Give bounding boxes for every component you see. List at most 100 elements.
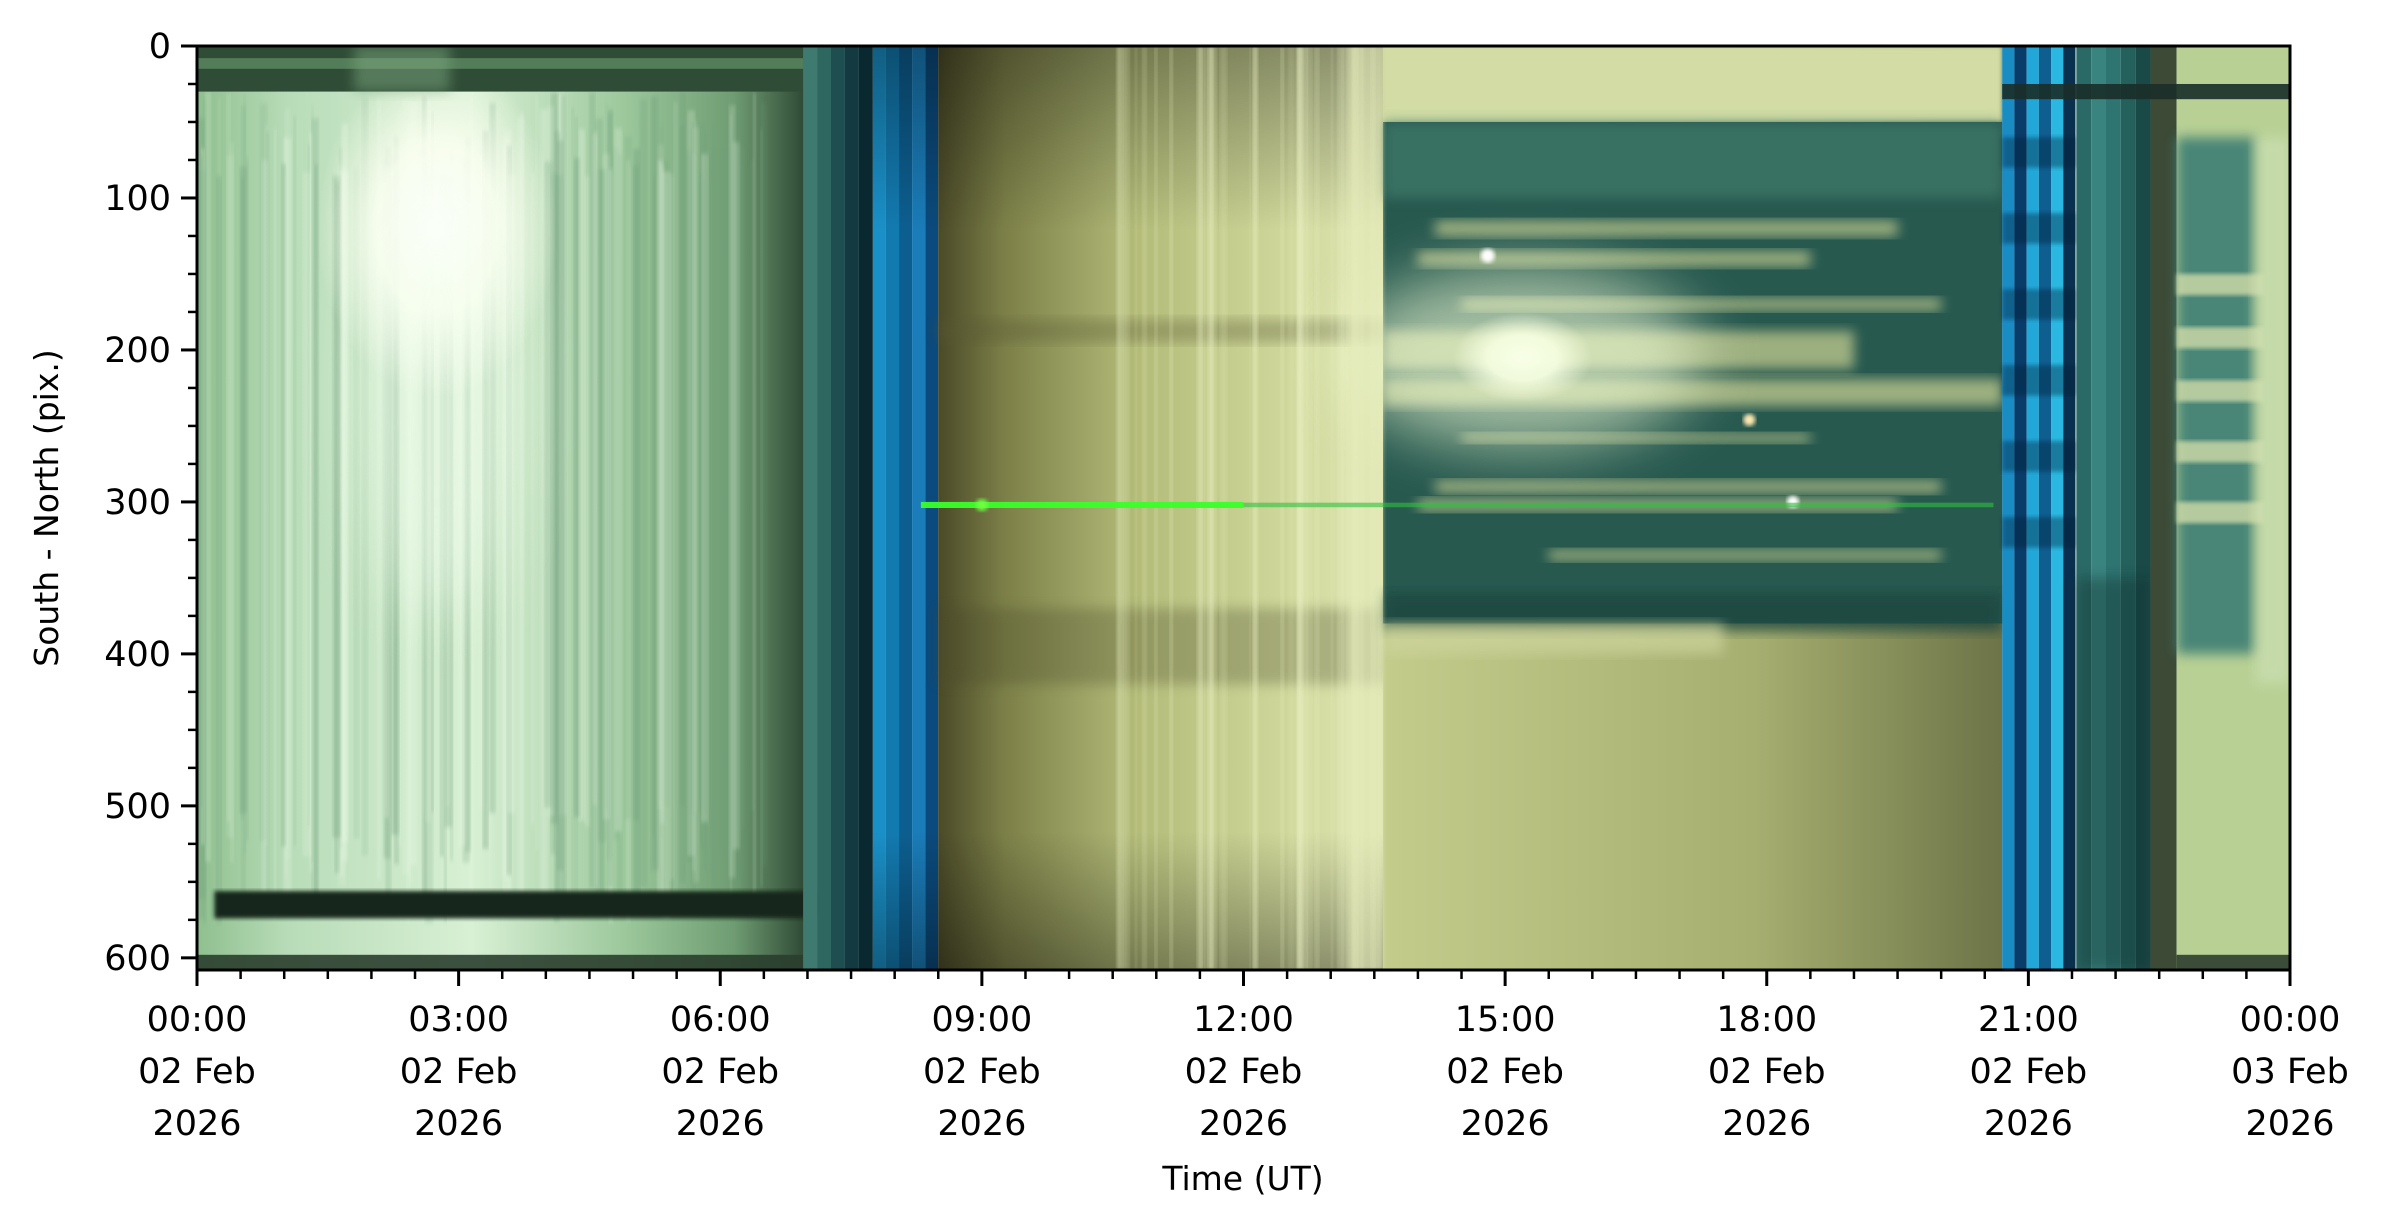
vertical-streak (704, 135, 708, 871)
vertical-streak (1314, 46, 1320, 970)
green-line-glint (975, 498, 988, 511)
vertical-streak (273, 128, 277, 919)
vertical-streak (246, 157, 249, 842)
vertical-streak (507, 175, 516, 813)
vertical-streak (680, 91, 686, 883)
x-tick-label-date: 02 Feb (1970, 1052, 2088, 1092)
vertical-streak (226, 94, 231, 823)
x-tick-label-time: 00:00 (2240, 1000, 2341, 1040)
vertical-streak (551, 92, 559, 825)
x-tick-label-year: 2026 (2245, 1104, 2334, 1144)
x-tick-label-time: 15:00 (1455, 1000, 1556, 1040)
vertical-streak (1280, 46, 1285, 970)
vertical-streak (1296, 46, 1303, 970)
star-glint (1743, 413, 1756, 426)
x-tick-label: 09:00 02 Feb 2026 (923, 1000, 1041, 1144)
vertical-streak (1307, 46, 1313, 970)
dark-streak (2002, 137, 2077, 168)
dark-streak (2002, 441, 2077, 472)
horizontal-streak (1435, 220, 1898, 236)
x-tick-label-date: 02 Feb (1708, 1052, 1826, 1092)
x-tick-label: 03:00 02 Feb 2026 (400, 1000, 518, 1144)
x-tick-label-time: 06:00 (670, 1000, 771, 1040)
vertical-streak (633, 165, 640, 821)
blue-stripe (2002, 46, 2015, 970)
x-tick-label-time: 12:00 (1193, 1000, 1294, 1040)
y-axis-label: South - North (pix.) (27, 349, 66, 666)
vertical-streak (1249, 46, 1252, 970)
vertical-streak (341, 123, 348, 862)
teal-stripe (817, 46, 832, 970)
sun-glare-trail (356, 175, 517, 616)
vertical-streak (281, 163, 286, 847)
sun-glare (1342, 267, 1703, 448)
x-tick-label: 12:00 02 Feb 2026 (1185, 1000, 1303, 1144)
vertical-streak (639, 99, 648, 888)
x-tick-label-date: 02 Feb (661, 1052, 779, 1092)
x-tick-label-year: 2026 (676, 1104, 765, 1144)
green-line (920, 501, 1244, 508)
dark-streak (2002, 213, 2077, 244)
y-tick-label: 0 (149, 27, 171, 67)
vertical-streak (243, 94, 246, 855)
blue-stripe (2014, 46, 2027, 970)
vertical-streak (662, 171, 671, 919)
vertical-streak (264, 124, 269, 845)
horizontal-streak (1548, 549, 1942, 561)
x-tick-label-date: 02 Feb (1446, 1052, 1564, 1092)
vertical-streak (535, 95, 539, 850)
dark-streak (2002, 289, 2077, 320)
vertical-streak (547, 106, 555, 817)
teal-stripe (844, 46, 859, 970)
dark-horizontal-bar (214, 890, 817, 919)
blue-stripe (2063, 46, 2076, 970)
bottom-dark-band (197, 954, 808, 970)
vertical-streak (539, 109, 549, 909)
horizontal-streak (2176, 273, 2264, 296)
x-tick-label: 15:00 02 Feb 2026 (1446, 1000, 1564, 1144)
vertical-streak (561, 94, 567, 904)
dark-stripe (2150, 46, 2177, 970)
vertical-streak (205, 91, 211, 862)
y-tick-label: 200 (104, 331, 171, 371)
x-tick-label-year: 2026 (1722, 1104, 1811, 1144)
teal-stripe (831, 46, 845, 970)
vertical-streak (602, 153, 610, 820)
dark-streak (2002, 365, 2077, 396)
vertical-streak (1330, 46, 1333, 970)
vertical-streak (738, 145, 744, 830)
vertical-streak (293, 116, 296, 846)
vertical-streak (673, 101, 678, 904)
x-tick-label-date: 03 Feb (2231, 1052, 2349, 1092)
vertical-streak (520, 110, 524, 911)
vertical-streak (200, 154, 203, 807)
y-tick-label: 600 (104, 939, 171, 979)
vertical-streak (571, 107, 575, 902)
dark-streak (2002, 517, 2077, 548)
vertical-streak (314, 164, 318, 912)
teal-stripe (858, 46, 873, 970)
horizontal-streak (2176, 501, 2264, 524)
y-tick-label: 100 (104, 179, 171, 219)
vertical-streak (332, 175, 341, 838)
vertical-streak (732, 142, 740, 850)
vertical-streak (284, 108, 291, 860)
vertical-streak (584, 175, 590, 827)
vertical-streak (1337, 46, 1344, 970)
horizontal-streak (1461, 433, 1811, 443)
vertical-streak (1348, 46, 1384, 970)
blue-stripe (2038, 46, 2052, 970)
x-tick-label-date: 02 Feb (923, 1052, 1041, 1092)
vertical-streak (530, 173, 535, 825)
horizontal-streak (1417, 251, 1811, 267)
x-tick-label-time: 21:00 (1978, 1000, 2079, 1040)
vertical-streak (728, 105, 736, 878)
star-glint (1480, 248, 1495, 263)
teal-light-band (1383, 121, 2003, 198)
vertical-streak (750, 159, 755, 811)
y-tick-label: 300 (104, 483, 171, 523)
vertical-streak (669, 174, 675, 879)
x-tick-label: 00:00 03 Feb 2026 (2231, 1000, 2349, 1144)
vertical-streak (608, 169, 613, 923)
